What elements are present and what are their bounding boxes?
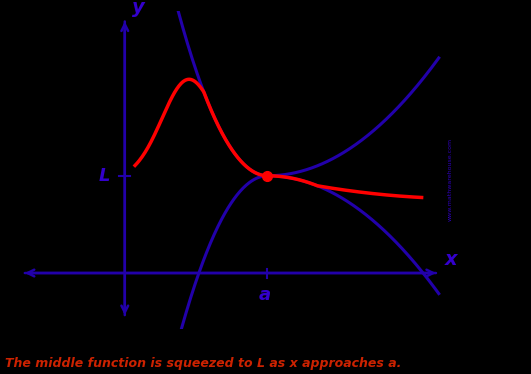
Text: The middle function is squeezed to L as x approaches a.: The middle function is squeezed to L as …: [5, 357, 401, 370]
Text: x: x: [444, 249, 457, 269]
Text: y: y: [132, 0, 144, 17]
Text: a: a: [259, 286, 271, 304]
Text: L: L: [99, 167, 110, 185]
Text: www.mathwarehouse.com: www.mathwarehouse.com: [448, 138, 452, 221]
